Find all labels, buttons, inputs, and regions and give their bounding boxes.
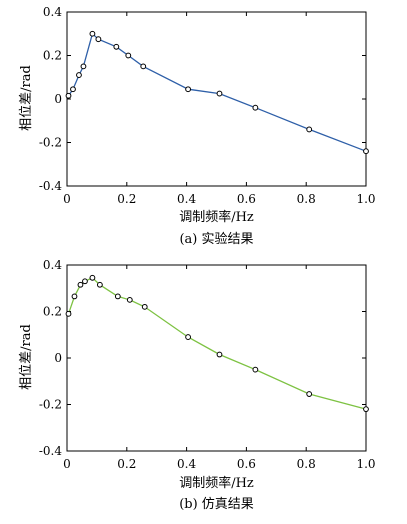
x-tick-label: 0.2 xyxy=(117,457,136,471)
data-point xyxy=(306,391,313,397)
data-point xyxy=(65,92,72,99)
x-tick-label: 0.8 xyxy=(297,192,316,206)
y-tick-label: -0.2 xyxy=(39,136,62,150)
panel-caption: (a) 实验结果 xyxy=(179,231,253,247)
y-tick-label: 0.4 xyxy=(43,5,62,19)
x-tick-label: 0 xyxy=(63,457,71,471)
y-tick-label: -0.4 xyxy=(39,444,63,458)
y-tick-label: 0.4 xyxy=(43,258,62,272)
x-tick-label: 1.0 xyxy=(356,457,375,471)
x-tick-label: 0.6 xyxy=(237,192,256,206)
data-point xyxy=(216,351,223,358)
chart-panel-0: 0.40.20-0.2-0.40 0.2 0.4 0.6 0.8 1.0调制频率/Hz相位… xyxy=(19,5,376,247)
data-point xyxy=(185,86,191,93)
data-point xyxy=(252,366,259,373)
data-point xyxy=(140,63,147,70)
y-axis-label: 相位差/rad xyxy=(19,65,34,131)
y-tick-label: 0 xyxy=(54,351,62,365)
data-point xyxy=(89,30,96,37)
y-tick-label: 0 xyxy=(54,92,62,106)
data-point xyxy=(363,148,369,155)
data-point xyxy=(89,274,96,281)
data-point xyxy=(76,72,82,78)
x-tick-label: 0.2 xyxy=(117,192,136,206)
series-line-0 xyxy=(67,277,367,410)
data-point xyxy=(125,52,132,59)
data-point xyxy=(113,43,120,50)
data-point xyxy=(363,406,369,413)
x-tick-label: 0.4 xyxy=(177,192,196,206)
data-point xyxy=(252,104,259,111)
data-point xyxy=(96,281,103,288)
data-point xyxy=(65,310,72,317)
data-point xyxy=(185,334,191,340)
x-tick-label: 0.6 xyxy=(237,457,256,471)
x-tick-label: 1.0 xyxy=(356,192,375,206)
y-tick-label: -0.2 xyxy=(39,398,62,412)
data-point xyxy=(126,296,133,303)
data-point xyxy=(82,278,88,285)
data-point xyxy=(306,126,313,133)
data-point xyxy=(71,293,78,300)
x-tick-label: 0.4 xyxy=(177,457,196,471)
data-point xyxy=(70,86,76,93)
x-axis-label: 调制频率/Hz xyxy=(179,475,254,491)
data-point xyxy=(114,293,121,300)
x-tick-label: 0 xyxy=(63,192,71,206)
data-point xyxy=(77,281,84,288)
y-tick-label: -0.4 xyxy=(39,179,63,193)
data-point xyxy=(216,90,223,97)
y-tick-label: 0.2 xyxy=(43,49,62,63)
panel-caption: (b) 仿真结果 xyxy=(179,497,254,512)
x-axis-label: 调制频率/Hz xyxy=(179,209,254,225)
data-point xyxy=(80,63,87,70)
plot-frame xyxy=(66,11,367,187)
data-point xyxy=(141,303,148,310)
y-tick-label: 0.2 xyxy=(43,305,62,319)
chart-panel-1: 0.40.20-0.2-0.40 0.2 0.4 0.6 0.8 1.0调制频率/Hz相位… xyxy=(19,258,376,512)
data-point xyxy=(95,36,102,43)
x-tick-label: 0.8 xyxy=(297,457,316,471)
y-axis-label: 相位差/rad xyxy=(19,324,34,390)
